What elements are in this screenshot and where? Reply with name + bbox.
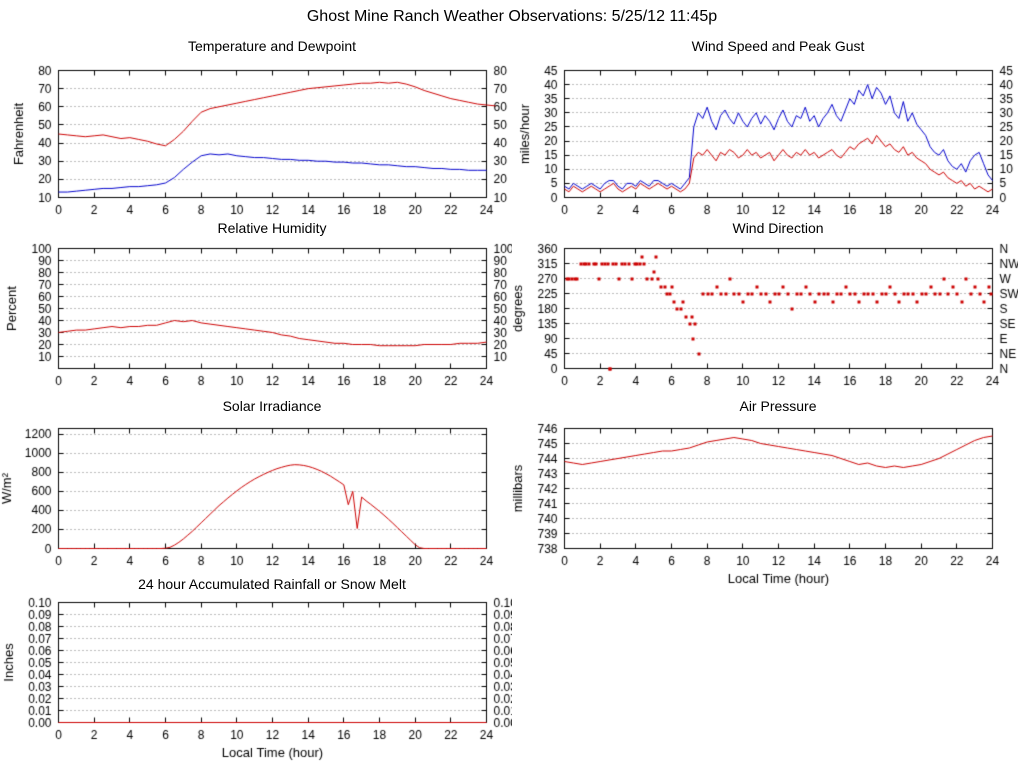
chart-title-temperature-dewpoint: Temperature and Dewpoint [187, 38, 357, 54]
chart-title-wind-direction: Wind Direction [732, 220, 824, 236]
air-pressure-chart-canvas [506, 418, 1018, 586]
wind-speed-gust-chart-canvas [506, 58, 1018, 218]
wind-direction-chart-canvas [506, 240, 1018, 392]
chart-title-solar-irradiance: Solar Irradiance [222, 398, 322, 414]
chart-title-air-pressure: Air Pressure [739, 398, 817, 414]
chart-title-rainfall: 24 hour Accumulated Rainfall or Snow Mel… [138, 576, 406, 592]
chart-title-relative-humidity: Relative Humidity [217, 220, 327, 236]
solar-irradiance-chart-canvas [0, 418, 512, 568]
page-title: Ghost Mine Ranch Weather Observations: 5… [306, 8, 718, 25]
relative-humidity-chart-canvas [0, 240, 512, 392]
chart-title-wind-speed-gust: Wind Speed and Peak Gust [691, 38, 865, 54]
temperature-dewpoint-chart-canvas [0, 58, 512, 218]
rainfall-chart-canvas [0, 596, 512, 768]
